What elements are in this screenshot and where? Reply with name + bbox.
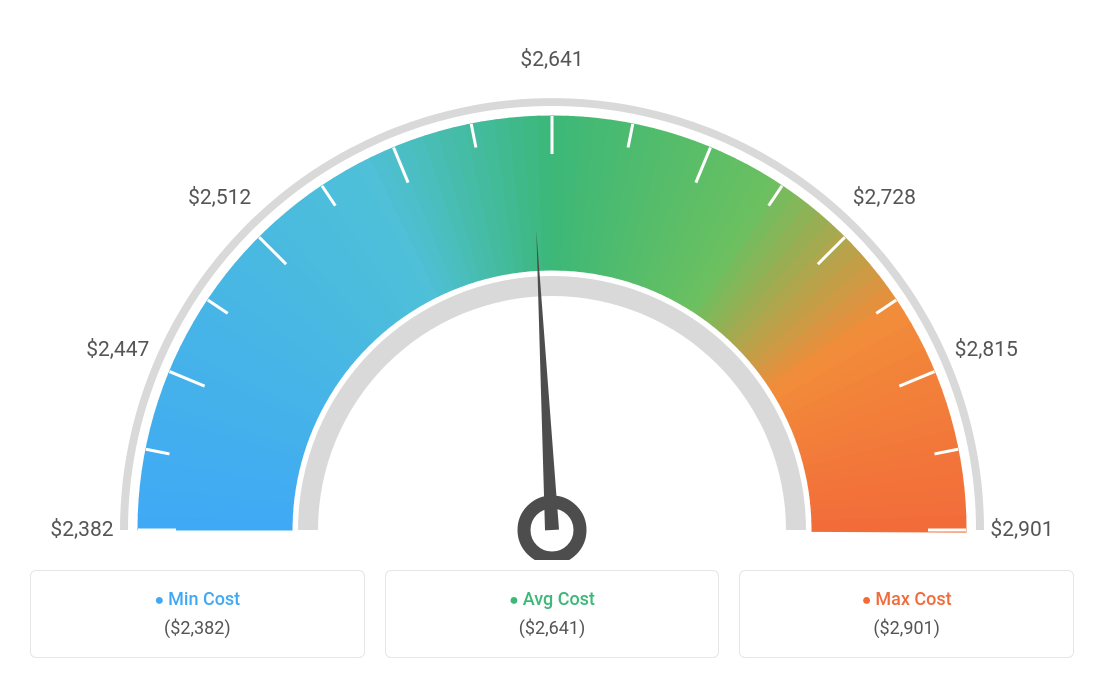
legend-avg-label: Avg Cost (396, 589, 709, 610)
legend-row: Min Cost ($2,382) Avg Cost ($2,641) Max … (30, 570, 1074, 658)
gauge-tick-label: $2,815 (955, 338, 1018, 362)
legend-card-max: Max Cost ($2,901) (739, 570, 1074, 658)
gauge-svg (30, 30, 1074, 560)
gauge-tick-label: $2,901 (990, 518, 1053, 542)
legend-card-min: Min Cost ($2,382) (30, 570, 365, 658)
legend-avg-value: ($2,641) (396, 618, 709, 639)
gauge-tick-label: $2,512 (188, 186, 251, 210)
gauge-tick-label: $2,728 (853, 186, 916, 210)
gauge-tick-label: $2,447 (86, 338, 149, 362)
gauge-tick-label: $2,382 (50, 518, 113, 542)
legend-max-label: Max Cost (750, 589, 1063, 610)
legend-min-value: ($2,382) (41, 618, 354, 639)
gauge-area: $2,382 $2,447 $2,512 $2,641 $2,728 $2,815 $2,9… (30, 30, 1074, 560)
legend-card-avg: Avg Cost ($2,641) (385, 570, 720, 658)
cost-gauge-chart: $2,382 $2,447 $2,512 $2,641 $2,728 $2,815 $2,9… (30, 30, 1074, 658)
gauge-tick-label: $2,641 (520, 48, 583, 72)
legend-max-value: ($2,901) (750, 618, 1063, 639)
legend-min-label: Min Cost (41, 589, 354, 610)
